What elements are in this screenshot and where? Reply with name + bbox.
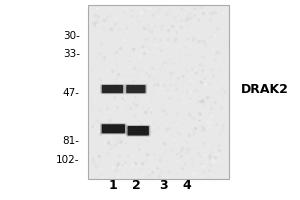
FancyBboxPatch shape	[125, 84, 147, 94]
FancyBboxPatch shape	[102, 85, 123, 93]
FancyBboxPatch shape	[102, 124, 125, 133]
Text: 3: 3	[159, 179, 167, 192]
Text: 102-: 102-	[56, 155, 80, 165]
Text: 1: 1	[109, 179, 118, 192]
FancyBboxPatch shape	[100, 123, 127, 134]
Text: 4: 4	[182, 179, 191, 192]
FancyBboxPatch shape	[100, 84, 124, 94]
Text: DRAK2: DRAK2	[241, 83, 289, 96]
FancyBboxPatch shape	[126, 125, 150, 137]
FancyBboxPatch shape	[128, 126, 149, 136]
Text: 2: 2	[132, 179, 141, 192]
Bar	[88, 5, 229, 179]
Text: 47-: 47-	[63, 88, 80, 98]
Text: 81-: 81-	[63, 136, 80, 146]
FancyBboxPatch shape	[126, 85, 146, 93]
Text: 30-: 30-	[63, 31, 80, 41]
Text: 33-: 33-	[63, 49, 80, 59]
